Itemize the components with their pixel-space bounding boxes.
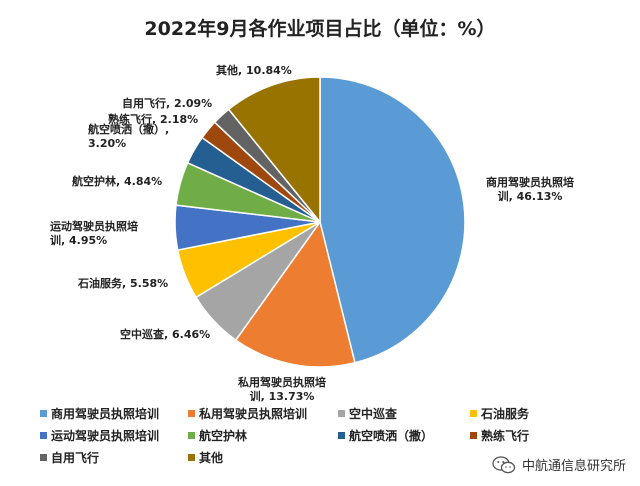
legend-item: 其他	[188, 449, 223, 466]
data-label: 运动驾驶员执照培训, 4.95%	[50, 219, 138, 247]
legend-item: 熟练飞行	[470, 427, 529, 444]
legend-swatch	[338, 410, 345, 417]
legend-swatch	[40, 432, 47, 439]
legend-item: 商用驾驶员执照培训	[40, 405, 159, 422]
data-label: 商用驾驶员执照培训, 46.13%	[486, 175, 574, 203]
legend-item: 运动驾驶员执照培训	[40, 427, 159, 444]
legend-item: 石油服务	[470, 405, 529, 422]
legend-label: 商用驾驶员执照培训	[51, 407, 160, 421]
data-label: 其他, 10.84%	[216, 63, 292, 77]
legend-label: 运动驾驶员执照培训	[51, 429, 160, 443]
data-label: 熟练飞行, 2.18%	[108, 112, 198, 126]
legend-swatch	[188, 432, 195, 439]
legend-swatch	[470, 432, 477, 439]
pie-slice	[234, 220, 356, 368]
legend-swatch	[188, 410, 195, 417]
legend-swatch	[40, 454, 47, 461]
data-label: 自用飞行, 2.09%	[122, 96, 212, 110]
data-label: 航空护林, 4.84%	[72, 174, 162, 188]
legend-label: 空中巡查	[349, 407, 398, 421]
wechat-icon	[492, 455, 516, 473]
source-credit: 中航通信息研究所	[492, 455, 626, 474]
legend-label: 航空喷洒（撒）	[349, 429, 434, 443]
legend-item: 私用驾驶员执照培训	[188, 405, 307, 422]
legend-swatch	[40, 410, 47, 417]
source-text: 中航通信息研究所	[521, 459, 626, 474]
legend-label: 熟练飞行	[481, 429, 530, 443]
legend-label: 自用飞行	[51, 451, 100, 465]
legend-swatch	[188, 454, 195, 461]
data-label: 空中巡查, 6.46%	[120, 327, 210, 341]
data-label: 石油服务, 5.58%	[77, 276, 168, 290]
chart-title: 2022年9月各作业项目占比（单位：%）	[144, 18, 496, 40]
legend-item: 空中巡查	[338, 405, 397, 422]
pie-slice	[227, 76, 321, 225]
legend-label: 石油服务	[481, 407, 530, 421]
legend-item: 自用飞行	[40, 449, 99, 466]
legend-label: 其他	[199, 451, 224, 465]
legend-swatch	[470, 410, 477, 417]
legend-swatch	[338, 432, 345, 439]
data-label: 私用驾驶员执照培训, 13.73%	[238, 375, 326, 403]
legend-label: 航空护林	[199, 429, 248, 443]
legend-item: 航空护林	[188, 427, 247, 444]
data-label: 航空喷洒（撒）, 3.20%	[88, 122, 169, 150]
legend-label: 私用驾驶员执照培训	[199, 407, 308, 421]
pie-slice	[319, 76, 466, 364]
legend-item: 航空喷洒（撒）	[338, 427, 433, 444]
